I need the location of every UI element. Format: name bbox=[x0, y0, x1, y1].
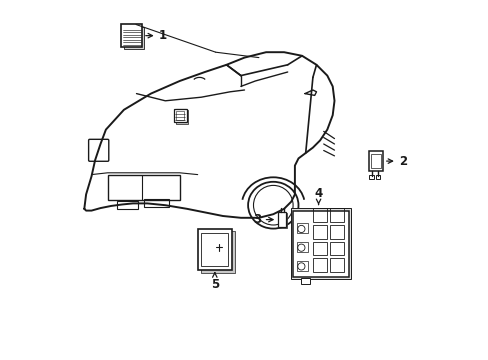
FancyBboxPatch shape bbox=[368, 151, 382, 171]
FancyBboxPatch shape bbox=[200, 231, 234, 273]
Text: 5: 5 bbox=[210, 278, 219, 291]
FancyBboxPatch shape bbox=[121, 24, 142, 47]
FancyBboxPatch shape bbox=[375, 175, 379, 179]
FancyBboxPatch shape bbox=[277, 212, 285, 227]
FancyBboxPatch shape bbox=[197, 229, 231, 270]
Text: 1: 1 bbox=[159, 29, 167, 42]
FancyBboxPatch shape bbox=[300, 278, 309, 284]
Text: 4: 4 bbox=[314, 187, 322, 200]
FancyBboxPatch shape bbox=[293, 211, 348, 277]
FancyBboxPatch shape bbox=[174, 109, 186, 122]
FancyBboxPatch shape bbox=[291, 208, 351, 279]
FancyBboxPatch shape bbox=[175, 110, 187, 124]
FancyBboxPatch shape bbox=[279, 213, 286, 228]
FancyBboxPatch shape bbox=[368, 175, 373, 179]
Text: 3: 3 bbox=[252, 213, 261, 226]
Text: 2: 2 bbox=[399, 154, 407, 168]
FancyBboxPatch shape bbox=[123, 27, 144, 49]
